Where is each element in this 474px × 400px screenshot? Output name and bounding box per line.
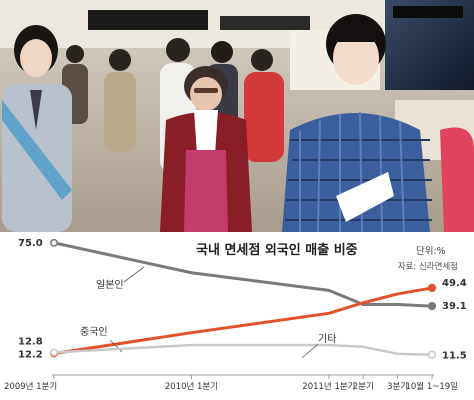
series-end-label-other: 11.5	[442, 351, 467, 362]
series-end-marker-china	[427, 283, 437, 293]
series-line-japan	[53, 241, 433, 308]
series-end-marker-other	[427, 350, 437, 359]
x-tick-label-0: 2009년 1분기	[4, 381, 57, 392]
series-start-label-other: 12.8	[18, 336, 43, 347]
series-name-japan: 일본인	[96, 279, 124, 291]
unit-label: 단위:%	[416, 245, 446, 257]
series-leader-other	[301, 343, 319, 359]
series-name-other: 기타	[318, 333, 336, 345]
series-end-marker-japan	[427, 301, 437, 311]
duty-free-shoppers-photo	[0, 0, 474, 232]
x-tick-label-1: 2010년 1분기	[165, 381, 218, 392]
series-line-other	[53, 343, 433, 356]
series-leader-japan	[123, 266, 145, 283]
x-tick-label-3: 2분기	[353, 382, 374, 392]
x-tick-label-2: 2011년 1분기	[302, 381, 355, 392]
series-start-label-china: 12.2	[18, 349, 43, 360]
series-start-marker-other	[50, 348, 58, 357]
source-label: 자료: 신라면세점	[398, 261, 458, 272]
series-line-china	[53, 286, 433, 355]
x-tick-label-5: 10월 1~19일	[405, 381, 458, 392]
chart-title: 국내 면세점 외국인 매출 비중	[196, 242, 358, 258]
series-layer: 75.0 39.1 일본인 12.2 49.4 중국인 12.8 11.5 기타	[18, 238, 467, 362]
x-tick-label-4: 3분기	[387, 382, 408, 392]
series-start-marker-japan	[50, 238, 58, 247]
series-start-label-japan: 75.0	[18, 238, 43, 249]
series-end-label-japan: 39.1	[442, 301, 467, 312]
sales-share-chart: 국내 면세점 외국인 매출 비중 단위:% 자료: 신라면세점 2009년 1분…	[4, 238, 467, 392]
series-name-china: 중국인	[80, 326, 108, 338]
series-end-label-china: 49.4	[442, 278, 467, 289]
